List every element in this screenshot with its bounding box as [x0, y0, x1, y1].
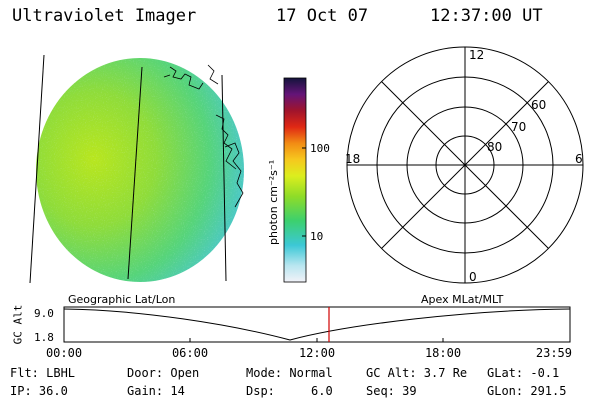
- mlt-label-18: 18: [345, 152, 360, 166]
- colorbar-ticks: [302, 147, 306, 237]
- colorbar-tick-label: 10: [310, 230, 323, 243]
- intensity-colorbar: 100 10 photon cm⁻²s⁻¹: [267, 77, 330, 283]
- orbit-x-tick: 18:00: [425, 346, 461, 360]
- orbit-x-tick: 00:00: [46, 346, 82, 360]
- orbit-altitude-plot: Geographic Lat/Lon Apex MLat/MLT GC Alt …: [34, 293, 572, 360]
- orbit-right-title: Apex MLat/MLT: [421, 293, 504, 306]
- mlt-diagonal: [381, 81, 549, 249]
- info-flt: Flt: LBHL: [10, 366, 76, 380]
- orbit-x-tick: 06:00: [172, 346, 208, 360]
- info-seq: Seq: 39: [366, 384, 417, 398]
- info-dsp: Dsp: 6.0: [246, 384, 333, 398]
- info-glon: GLon: 291.5: [487, 384, 567, 398]
- colorbar-unit-label: photon cm⁻²s⁻¹: [267, 160, 280, 245]
- mlt-label-0: 0: [469, 270, 477, 284]
- info-mode: Mode: Normal: [246, 366, 333, 380]
- orbit-y-tick: 1.8: [34, 331, 54, 344]
- orbit-ylabel-text: GC Alt: [11, 304, 25, 345]
- orbit-left-title: Geographic Lat/Lon: [68, 293, 175, 306]
- orbit-y-tick: 9.0: [34, 307, 54, 320]
- instrument-title: Ultraviolet Imager: [12, 6, 197, 26]
- colorbar-tick-label: 100: [310, 142, 330, 155]
- mlt-label-12: 12: [469, 48, 484, 62]
- auroral-image: [29, 54, 244, 284]
- orbit-x-tick: 12:00: [299, 346, 335, 360]
- observation-time: 12:37:00 UT: [430, 6, 543, 26]
- lat-label-80: 80: [487, 140, 502, 154]
- meridian-lines: [29, 54, 227, 284]
- observation-date: 17 Oct 07: [276, 6, 369, 26]
- info-gc-alt: GC Alt: 3.7 Re: [366, 366, 468, 380]
- mlt-label-6: 6: [575, 152, 583, 166]
- orbit-altitude-curve: [63, 308, 571, 341]
- lat-label-70: 70: [511, 120, 526, 134]
- orbit-x-tick: 23:59: [536, 346, 572, 360]
- orbit-x-ticks: [63, 338, 571, 342]
- info-ip: IP: 36.0: [10, 384, 68, 398]
- polar-grid: 12 18 6 0 60 70 80: [345, 46, 584, 284]
- info-door: Door: Open: [127, 366, 200, 380]
- info-gain: Gain: 14: [127, 384, 185, 398]
- lat-label-60: 60: [531, 98, 546, 112]
- info-glat: GLat: -0.1: [487, 366, 560, 380]
- coastline-outline: [163, 64, 244, 208]
- colorbar-scale: [283, 77, 307, 283]
